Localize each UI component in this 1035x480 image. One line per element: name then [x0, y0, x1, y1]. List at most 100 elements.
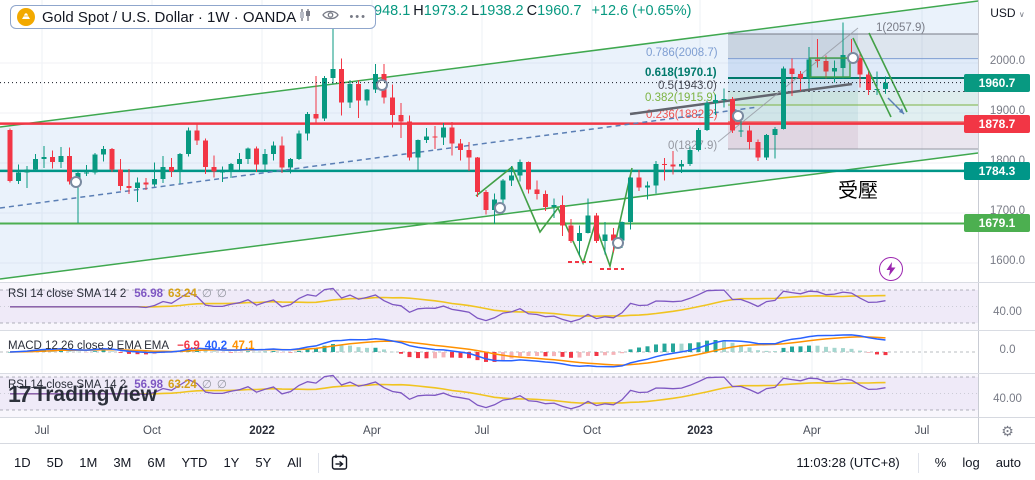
pane-separator[interactable] [0, 282, 1035, 283]
range-button-1y[interactable]: 1Y [223, 455, 240, 470]
macd-histogram-bar [841, 348, 845, 352]
ohlc-value: 1960.7 [537, 3, 582, 19]
macd-histogram-bar [118, 352, 123, 353]
macd-histogram-bar [679, 343, 684, 352]
drawing-anchor-handle[interactable] [70, 176, 82, 188]
macd-histogram-bar [628, 349, 633, 352]
eye-icon[interactable] [322, 8, 340, 26]
go-to-date-icon[interactable] [327, 450, 353, 476]
macd-histogram-bar [798, 346, 803, 352]
candle-body [330, 69, 336, 78]
macd-histogram-bar [815, 345, 820, 352]
candle-body [781, 68, 786, 129]
mini-channel-line[interactable] [852, 37, 892, 118]
price-box-drawing[interactable] [809, 57, 851, 78]
candle-body [262, 154, 268, 165]
trend-channel-lower-line[interactable] [0, 152, 978, 280]
drawing-anchor-handle[interactable] [847, 52, 859, 64]
log-scale-button[interactable]: log [962, 455, 980, 470]
indicator-legend[interactable]: RSI 14 close SMA 14 2 56.98 63.24 ∅ ∅ [8, 286, 227, 300]
macd-histogram-bar [526, 352, 531, 357]
drawing-anchor-handle[interactable] [494, 202, 506, 214]
macd-histogram-bar [756, 350, 760, 352]
pane-separator[interactable] [0, 330, 1035, 331]
gear-icon[interactable]: ⚙ [1001, 422, 1014, 439]
candle-body [815, 59, 820, 61]
macd-histogram-bar [535, 352, 539, 356]
macd-histogram-bar [569, 352, 573, 358]
macd-histogram-bar [594, 352, 599, 356]
auto-scale-button[interactable]: auto [995, 455, 1021, 470]
macd-histogram-bar [662, 343, 667, 352]
trend-channel-upper-line[interactable] [0, 0, 978, 128]
range-button-1d[interactable]: 1D [14, 455, 31, 470]
main-chart-canvas[interactable]: 1(2057.9) 0.786(2008.7) 0.618(1970.1)0.5(1… [0, 0, 978, 417]
range-button-3m[interactable]: 3M [113, 455, 132, 470]
price-tick: 1600.0 [989, 255, 1026, 267]
macd-histogram-bar [747, 347, 752, 352]
currency-selector[interactable]: USD ∨ [990, 6, 1025, 20]
price-badge: 1960.7 [964, 74, 1030, 92]
macd-histogram-bar [671, 343, 675, 352]
range-button-1m[interactable]: 1M [79, 455, 98, 470]
candle-body [313, 114, 319, 119]
candle-body [41, 157, 47, 159]
candle-body [662, 164, 667, 165]
macd-histogram-bar [577, 352, 582, 358]
candle-body [857, 58, 863, 75]
macd-histogram-bar [492, 352, 497, 362]
price-axis[interactable]: USD ∨ 2000.0 1900.0 1800.0 1700.0 1600.0 40.0… [964, 0, 1035, 417]
indicator-legend[interactable]: RSI 14 close SMA 14 2 56.98 63.24 ∅ ∅ [8, 377, 227, 391]
fib-level-label: 0.5(1943.0) [658, 80, 717, 92]
range-button-all[interactable]: All [287, 455, 302, 470]
candle-body [645, 185, 650, 188]
candle-body [789, 68, 795, 74]
macd-histogram-bar [254, 351, 259, 353]
fib-band-extension [858, 91, 978, 106]
range-button-5y[interactable]: 5Y [255, 455, 272, 470]
candle-body [704, 103, 710, 130]
indicator-value: ∅ [216, 379, 227, 391]
symbol-search-box[interactable]: Gold Spot / U.S. Dollar · 1W · OANDA ••• [10, 5, 376, 29]
candle-body [670, 164, 676, 167]
candle-body [883, 82, 888, 89]
range-button-ytd[interactable]: YTD [181, 455, 208, 470]
time-axis[interactable]: Jul Oct 2022 Apr Jul Oct 2023 Apr Jul [0, 417, 978, 444]
candle-body [517, 162, 523, 176]
ohlc-value: 948.1 [374, 3, 411, 19]
indicator-legend[interactable]: MACD 12 26 close 9 EMA EMA −6.9 40.2 47.1 [8, 340, 255, 352]
tradingview-watermark: 17 TradingView [8, 381, 157, 408]
pane-separator[interactable] [0, 373, 1035, 374]
candle-style-icon[interactable] [298, 8, 312, 27]
ohlc-value: 1938.2 [479, 3, 524, 19]
macd-histogram-bar [543, 352, 548, 357]
clock[interactable]: 11:03:28 (UTC+8) [796, 455, 900, 470]
candle-body [364, 89, 370, 101]
range-button-6m[interactable]: 6M [147, 455, 166, 470]
macd-histogram-bar [348, 345, 352, 352]
mini-channel-line[interactable] [868, 32, 908, 113]
percent-scale-button[interactable]: % [934, 455, 947, 470]
drawing-anchor-handle[interactable] [612, 237, 624, 249]
fib-level-label: 0.786(2008.7) [646, 47, 718, 59]
indicator-value: −6.9 [177, 340, 200, 352]
candle-body [679, 164, 684, 167]
candle-body [109, 149, 115, 170]
dashed-trendline[interactable] [0, 106, 759, 209]
drawing-anchor-handle[interactable] [376, 79, 388, 91]
range-button-5d[interactable]: 5D [46, 455, 64, 470]
indicator-value: 63.24 [168, 288, 197, 300]
macd-histogram-bar [611, 352, 616, 355]
candle-body [628, 177, 633, 222]
ohlc-label: C [526, 3, 538, 19]
macd-histogram-bar [407, 352, 412, 358]
gray-trendline[interactable] [629, 82, 853, 116]
candle-body [390, 97, 395, 115]
macd-histogram-bar [93, 351, 97, 352]
axis-settings-corner[interactable]: ⚙ [978, 417, 1035, 444]
macd-histogram-bar [518, 352, 522, 357]
lightning-icon[interactable] [879, 257, 903, 281]
drawing-anchor-handle[interactable] [732, 110, 744, 122]
macd-histogram-bar [288, 352, 293, 353]
more-icon[interactable]: ••• [349, 11, 367, 23]
